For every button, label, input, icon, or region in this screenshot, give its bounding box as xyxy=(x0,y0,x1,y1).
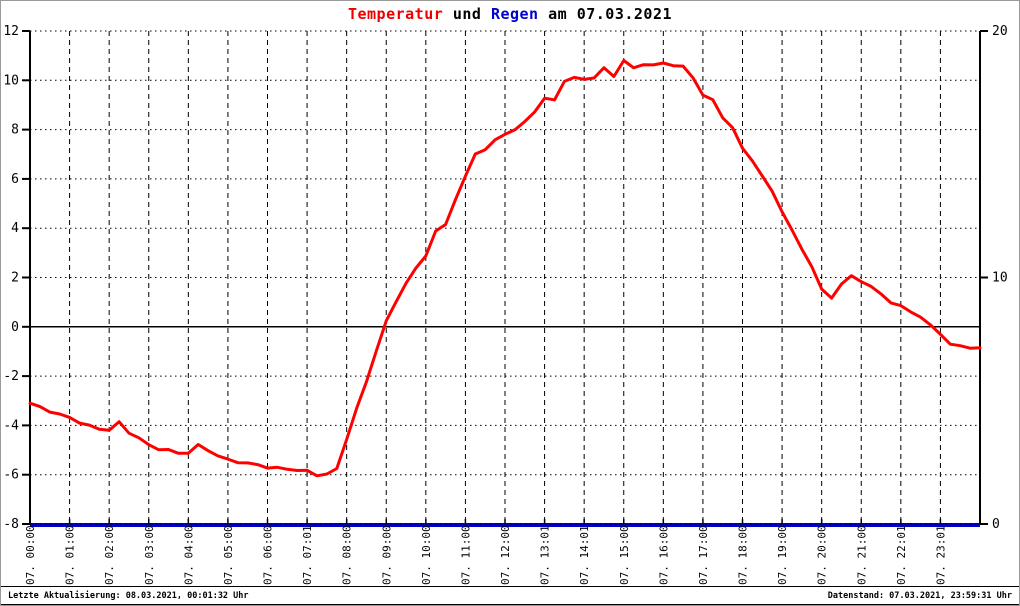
right-axis-label: 10 xyxy=(992,271,1008,286)
x-tick-label: 07. 10:00 xyxy=(420,525,433,585)
x-tick-label: 07. 05:00 xyxy=(222,525,235,585)
left-axis-label: 6 xyxy=(11,172,19,187)
x-tick-label: 07. 01:00 xyxy=(64,525,77,585)
left-axis-label: 10 xyxy=(3,73,19,88)
x-tick-label: 07. 04:00 xyxy=(182,525,195,585)
x-tick-label: 07. 22:01 xyxy=(895,525,908,585)
temperature-line xyxy=(28,59,982,478)
x-tick-label: 07. 09:00 xyxy=(380,525,393,585)
x-tick-label: 07. 17:00 xyxy=(697,525,710,585)
left-axis-label: 4 xyxy=(11,221,19,236)
x-tick-label: 07. 21:00 xyxy=(855,525,868,585)
x-tick-label: 07. 20:00 xyxy=(816,525,829,585)
left-axis-label: -8 xyxy=(3,517,19,532)
right-axis-label: 20 xyxy=(992,24,1008,39)
x-tick-label: 07. 14:01 xyxy=(578,525,591,585)
left-axis-label: -4 xyxy=(3,418,19,433)
x-tick-label: 07. 07:01 xyxy=(301,525,314,585)
x-tick-label: 07. 16:00 xyxy=(657,525,670,585)
data-status-text: Datenstand: 07.03.2021, 23:59:31 Uhr xyxy=(827,590,1012,601)
left-axis-label: -2 xyxy=(3,369,19,384)
left-axis-label: 2 xyxy=(11,271,19,286)
left-axis-label: 0 xyxy=(11,320,19,335)
title-rain-word: Regen xyxy=(490,5,539,23)
title-conjunction-word: und xyxy=(452,5,482,23)
footer-bar: Letzte Aktualisierung: 08.03.2021, 00:01… xyxy=(1,586,1019,605)
title-temperature-word: Temperatur xyxy=(347,5,444,23)
title-date-text: am 07.03.2021 xyxy=(548,5,673,23)
x-tick-label: 07. 03:00 xyxy=(143,525,156,585)
chart-title: Temperatur und Regen am 07.03.2021 xyxy=(1,5,1019,23)
x-tick-label: 07. 02:00 xyxy=(103,525,116,585)
x-tick-label: 07. 00:00 xyxy=(24,525,37,585)
left-axis-label: 8 xyxy=(11,123,19,138)
x-tick-label: 07. 13:01 xyxy=(539,525,552,585)
last-update-text: Letzte Aktualisierung: 08.03.2021, 00:01… xyxy=(8,590,249,601)
x-tick-label: 07. 06:00 xyxy=(262,525,275,585)
left-axis-label: -6 xyxy=(3,468,19,483)
x-tick-label: 07. 18:00 xyxy=(737,525,750,585)
x-tick-label: 07. 19:00 xyxy=(776,525,789,585)
x-tick-label: 07. 12:00 xyxy=(499,525,512,585)
x-tick-label: 07. 15:00 xyxy=(618,525,631,585)
x-tick-label: 07. 11:00 xyxy=(459,525,472,585)
right-axis-label: 0 xyxy=(992,517,1000,532)
x-tick-label: 07. 08:00 xyxy=(341,525,354,585)
x-tick-label: 07. 23:01 xyxy=(934,525,947,585)
left-axis-label: 12 xyxy=(3,24,19,39)
